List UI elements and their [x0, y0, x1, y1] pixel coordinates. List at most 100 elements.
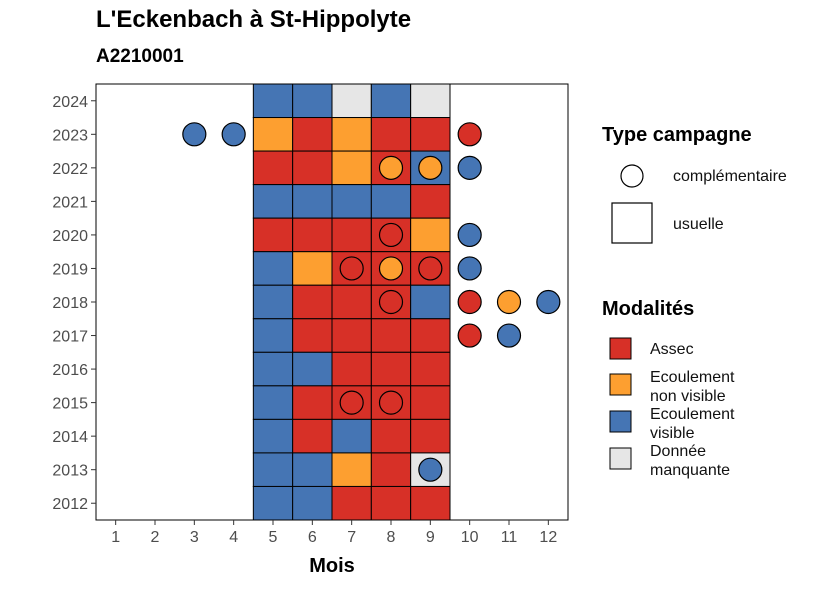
cell-2021-9 — [410, 184, 451, 219]
cell-2020-6 — [292, 217, 333, 253]
legend-swatch-ecoulement_visible — [609, 410, 632, 433]
cell-2018-5 — [252, 284, 294, 320]
dot-2023-10 — [457, 122, 482, 147]
cell-2021-7 — [331, 184, 372, 219]
x-tick-label-5: 5 — [269, 529, 278, 546]
cell-2013-8 — [370, 452, 412, 487]
legend-usuelle-square — [611, 202, 653, 244]
cell-2021-6 — [292, 184, 333, 219]
cell-2020-5 — [252, 217, 294, 253]
y-tick-label-2014: 2014 — [52, 429, 88, 446]
dot-2020-10 — [457, 222, 482, 248]
cell-2024-5 — [252, 83, 294, 119]
cell-2012-8 — [370, 485, 412, 521]
cell-2014-7 — [331, 418, 372, 454]
dot-2019-8 — [378, 256, 404, 281]
dot-2013-9 — [418, 457, 443, 482]
cell-2017-6 — [292, 318, 333, 353]
y-tick-label-2020: 2020 — [52, 228, 88, 245]
cell-2019-5 — [252, 251, 294, 286]
dot-2019-7 — [339, 256, 364, 281]
legend-type-complementaire: complémentaire — [673, 168, 787, 185]
dot-2018-8 — [378, 289, 404, 315]
cell-2021-8 — [370, 184, 412, 219]
x-tick-label-8: 8 — [387, 529, 396, 546]
x-axis-label: Mois — [309, 555, 355, 577]
y-tick-label-2013: 2013 — [52, 463, 88, 480]
cell-2023-8 — [370, 117, 412, 152]
y-tick-label-2024: 2024 — [52, 94, 88, 111]
dot-2023-3 — [182, 122, 207, 147]
cell-2013-6 — [292, 452, 333, 487]
cell-2023-5 — [252, 117, 294, 152]
legend-mod-assec: Assec — [650, 341, 694, 358]
cell-2024-8 — [370, 83, 412, 119]
x-tick-label-6: 6 — [308, 529, 317, 546]
legend-mod-donnee-manquante: Donnée manquante — [650, 443, 731, 479]
dot-2022-8 — [378, 155, 404, 180]
x-tick-label-3: 3 — [190, 529, 199, 546]
y-tick-label-2018: 2018 — [52, 295, 88, 312]
cell-2023-7 — [331, 117, 372, 152]
y-tick-label-2017: 2017 — [52, 329, 88, 346]
legend-type-title: Type campagne — [602, 124, 752, 146]
cell-2020-7 — [331, 217, 372, 253]
legend-complementaire-circle — [620, 164, 644, 188]
legend-swatch-ecoulement_non_visible — [609, 373, 632, 396]
y-tick-label-2019: 2019 — [52, 261, 88, 278]
cell-2016-6 — [292, 351, 333, 387]
legend-type-usuelle: usuelle — [673, 216, 724, 233]
cell-2018-7 — [331, 284, 372, 320]
usual-campaign-cells — [252, 83, 451, 521]
x-tick-label-7: 7 — [347, 529, 356, 546]
cell-2021-5 — [252, 184, 294, 219]
cell-2017-5 — [252, 318, 294, 353]
cell-2022-5 — [252, 150, 294, 186]
cell-2018-9 — [410, 284, 451, 320]
x-tick-label-12: 12 — [539, 529, 557, 546]
dot-2019-9 — [418, 256, 443, 281]
x-tick-label-10: 10 — [461, 529, 479, 546]
cell-2017-9 — [410, 318, 451, 353]
x-tick-label-11: 11 — [501, 529, 518, 546]
dot-2018-10 — [457, 289, 482, 315]
chart-subtitle: A2210001 — [96, 46, 184, 67]
legend-modalites-title: Modalités — [602, 298, 695, 320]
cell-2014-5 — [252, 418, 294, 454]
cell-2014-8 — [370, 418, 412, 454]
dot-2020-8 — [378, 222, 404, 248]
x-tick-label-1: 1 — [111, 529, 120, 546]
cell-2013-7 — [331, 452, 372, 487]
cell-2016-5 — [252, 351, 294, 387]
dot-2019-10 — [457, 256, 482, 281]
legend-mod-ecoulement-non-visible: Ecoulement non visible — [650, 369, 735, 405]
y-tick-label-2022: 2022 — [52, 161, 88, 178]
cell-2024-9 — [410, 83, 451, 119]
cell-2017-7 — [331, 318, 372, 353]
cell-2022-6 — [292, 150, 333, 186]
cell-2012-5 — [252, 485, 294, 521]
x-tick-label-2: 2 — [151, 529, 160, 546]
cell-2022-7 — [331, 150, 372, 186]
cell-2012-6 — [292, 485, 333, 521]
dot-2015-8 — [378, 390, 404, 415]
cell-2014-9 — [410, 418, 451, 454]
cell-2012-7 — [331, 485, 372, 521]
dot-2017-11 — [496, 323, 522, 348]
chart-title: L'Eckenbach à St-Hippolyte — [96, 6, 412, 33]
cell-2016-9 — [410, 351, 451, 387]
cell-2015-9 — [410, 385, 451, 420]
legend-swatch-donnee_manquante — [609, 447, 632, 470]
legend-mod-ecoulement-visible: Ecoulement visible — [650, 406, 735, 442]
cell-2014-6 — [292, 418, 333, 454]
x-tick-label-4: 4 — [229, 529, 238, 546]
dot-2015-7 — [339, 390, 364, 415]
complementary-campaign-dots — [182, 122, 561, 482]
cell-2016-8 — [370, 351, 412, 387]
dot-2022-9 — [418, 155, 443, 180]
x-tick-label-9: 9 — [426, 529, 435, 546]
cell-2012-9 — [410, 485, 451, 521]
cell-2018-6 — [292, 284, 333, 320]
cell-2023-6 — [292, 117, 333, 152]
